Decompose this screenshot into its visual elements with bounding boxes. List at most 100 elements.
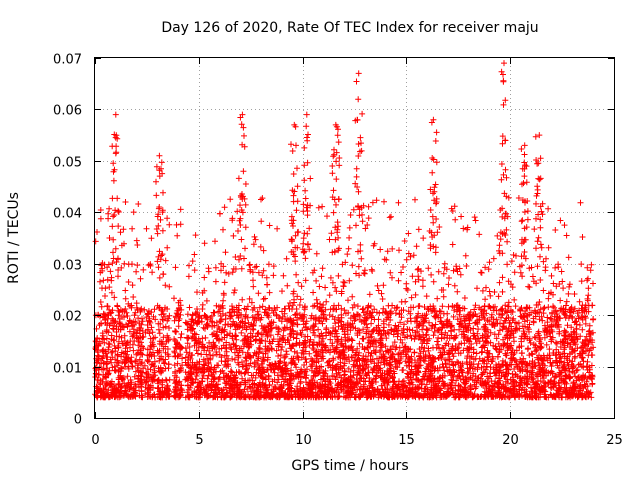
data-point: [247, 330, 254, 337]
data-point: [444, 310, 451, 317]
data-point: [495, 293, 502, 300]
data-point: [531, 334, 538, 340]
data-point: [482, 264, 489, 271]
data-point: [378, 382, 385, 389]
data-point: [488, 358, 495, 365]
data-point: [374, 282, 381, 289]
data-point: [556, 315, 563, 321]
data-point: [160, 317, 167, 323]
data-point: [270, 272, 277, 279]
data-point: [267, 332, 274, 339]
data-point: [414, 266, 421, 273]
data-point: [222, 380, 229, 386]
data-point: [512, 303, 519, 310]
data-point: [386, 214, 393, 221]
data-point: [435, 334, 442, 341]
data-point: [380, 282, 387, 289]
data-point: [369, 199, 376, 206]
data-point: [328, 230, 335, 237]
data-point: [107, 268, 114, 275]
data-point: [314, 379, 321, 386]
data-point: [403, 285, 410, 292]
data-point: [368, 320, 375, 327]
data-point: [103, 380, 110, 386]
data-point: [461, 295, 468, 301]
data-point: [434, 229, 441, 236]
data-point: [503, 210, 510, 217]
data-point: [219, 310, 226, 317]
data-point: [352, 394, 359, 401]
data-point: [415, 226, 422, 233]
data-point: [558, 268, 565, 275]
data-point: [160, 334, 167, 341]
data-point: [487, 292, 494, 299]
data-point: [524, 362, 531, 369]
data-point: [454, 288, 461, 295]
data-point: [557, 297, 564, 304]
data-point: [563, 298, 570, 305]
data-point: [403, 256, 410, 263]
data-point: [457, 271, 464, 278]
data-point: [338, 305, 345, 312]
data-point: [338, 311, 345, 318]
data-point: [130, 347, 137, 354]
data-point: [104, 315, 111, 322]
data-point: [467, 382, 474, 389]
data-point: [229, 303, 235, 310]
data-point: [402, 298, 409, 305]
data-point: [561, 222, 568, 229]
data-point: [166, 221, 173, 228]
data-point: [502, 302, 509, 309]
data-point: [441, 334, 448, 341]
data-point: [446, 275, 452, 281]
data-point: [248, 372, 255, 379]
data-point: [186, 344, 193, 350]
data-point: [500, 342, 507, 349]
data-point: [130, 209, 137, 216]
data-point: [202, 334, 209, 341]
data-point: [411, 336, 418, 343]
data-point: [135, 201, 142, 207]
data-point: [186, 262, 192, 269]
data-point: [259, 303, 266, 310]
data-point: [419, 277, 426, 284]
data-point: [446, 347, 453, 354]
data-point: [413, 243, 420, 250]
data-point: [175, 323, 182, 330]
data-point: [565, 290, 572, 297]
data-point: [231, 356, 238, 363]
data-point: [142, 390, 149, 397]
data-point: [519, 273, 526, 280]
data-point: [301, 362, 308, 368]
data-point: [160, 271, 167, 277]
data-point: [342, 343, 349, 350]
data-point: [100, 277, 107, 284]
data-point: [344, 251, 351, 258]
chart-title: Day 126 of 2020, Rate Of TEC Index for r…: [161, 20, 538, 36]
data-point: [259, 195, 266, 202]
data-point: [227, 344, 234, 351]
data-point: [541, 304, 548, 311]
data-point: [566, 281, 573, 288]
data-point: [465, 334, 471, 341]
data-point: [232, 266, 239, 272]
data-point: [517, 269, 524, 276]
data-point: [539, 317, 546, 324]
data-point: [335, 354, 342, 360]
data-point: [123, 351, 130, 358]
data-point: [159, 381, 166, 388]
data-point: [163, 377, 170, 384]
data-point: [133, 268, 140, 275]
data-point: [526, 321, 533, 328]
data-point: [283, 348, 290, 355]
data-point: [310, 289, 317, 296]
data-point: [166, 325, 172, 331]
data-point: [411, 349, 418, 356]
data-point: [385, 321, 392, 328]
data-point: [176, 368, 183, 374]
data-point: [246, 262, 253, 269]
data-point: [455, 344, 462, 351]
data-point: [116, 309, 123, 315]
data-point: [452, 216, 459, 223]
data-point: [421, 375, 428, 382]
